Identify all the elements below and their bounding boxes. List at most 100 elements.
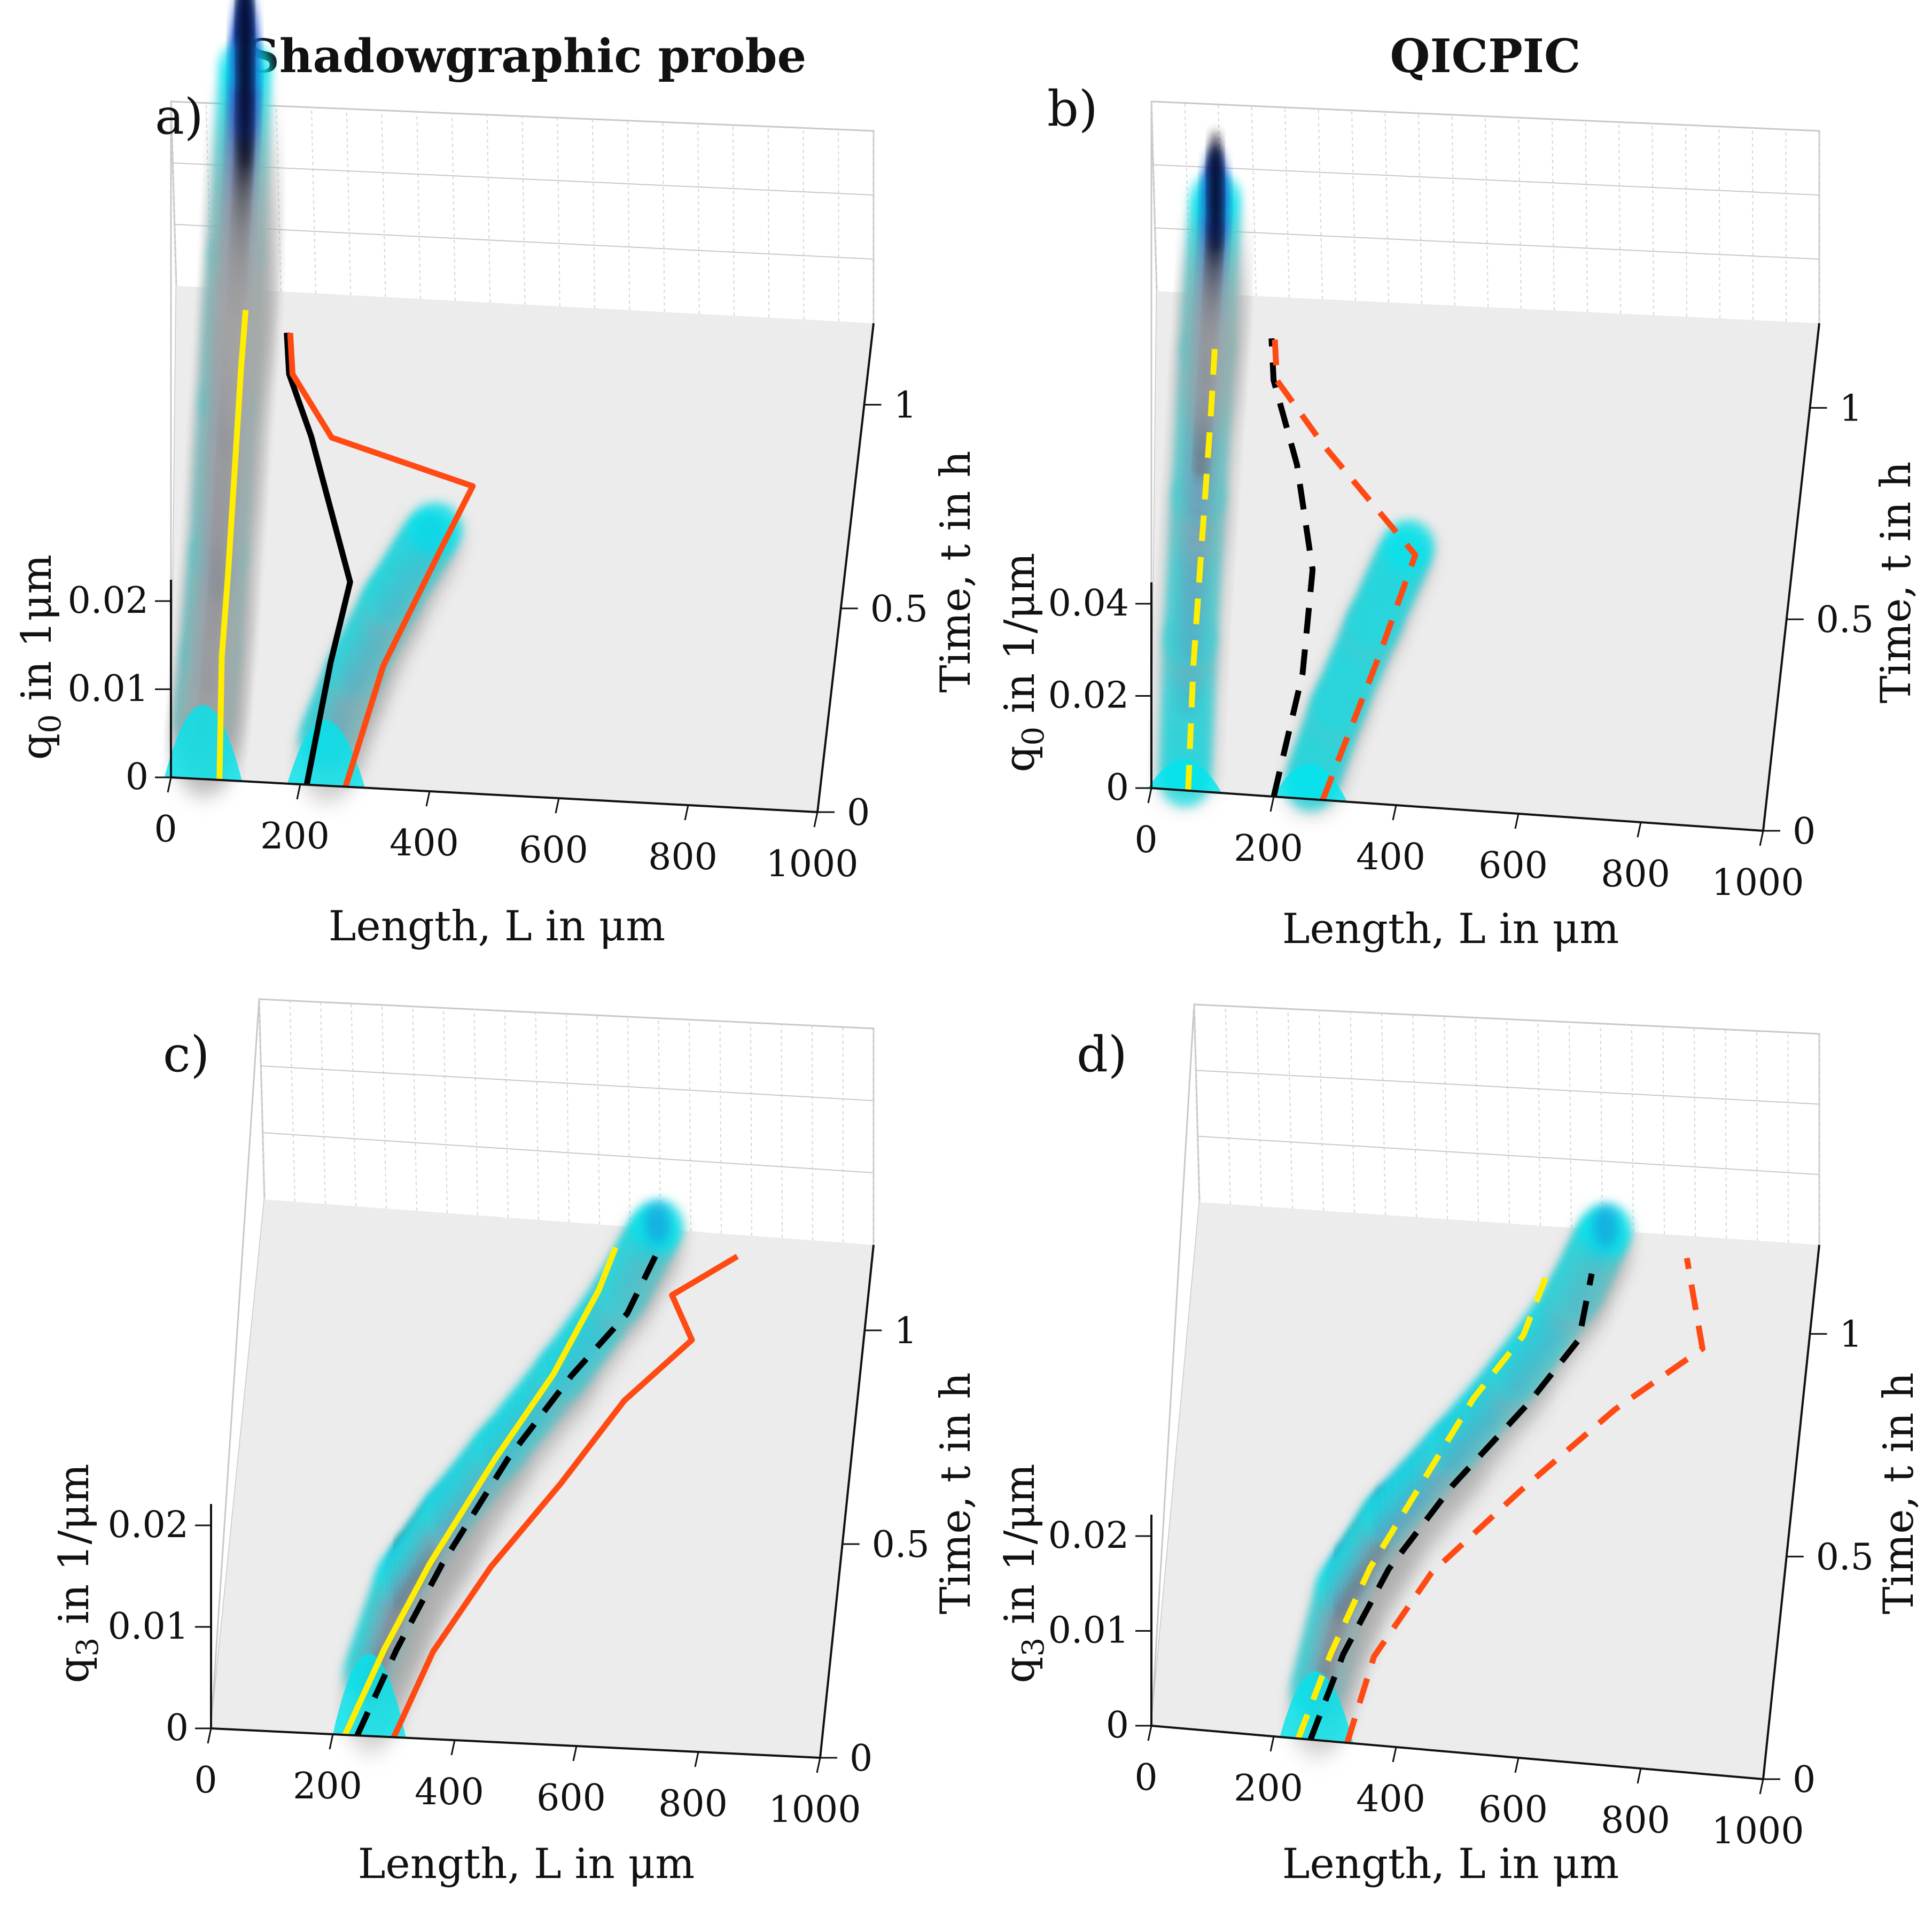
back-grid-line [1506, 1019, 1510, 1224]
back-grid-line [170, 101, 177, 286]
back-grid-line [627, 120, 630, 310]
back-grid-line [842, 1027, 844, 1243]
x-tick [816, 1757, 821, 1773]
x-tick [1637, 1768, 1642, 1784]
x-tick [167, 777, 172, 793]
x-tick [813, 812, 819, 828]
x-tick-label: 200 [1234, 828, 1303, 870]
q-axis-label: q0 in 1μm [13, 555, 68, 760]
x-tick [694, 1751, 699, 1767]
density-ridge [1148, 130, 1244, 812]
x-axis-line [170, 776, 818, 813]
q-axis-label: q3 in 1/μm [996, 1464, 1051, 1684]
back-grid-line [521, 116, 526, 305]
back-grid-line [1153, 164, 1820, 196]
x-axis-label: Length, L in μm [1282, 905, 1619, 953]
back-grid-line [276, 106, 282, 292]
x-tick [684, 805, 689, 821]
back-grid-line [1552, 119, 1555, 311]
back-grid-line [486, 114, 491, 303]
back-grid-line [289, 1000, 295, 1202]
back-grid-line [1787, 1032, 1789, 1243]
series-line-orange [1272, 338, 1419, 801]
q-tick-label: 0.02 [108, 1504, 189, 1546]
series-line-black [354, 1249, 661, 1737]
density-blob [409, 502, 462, 554]
column-title-right: QICPIC [1390, 29, 1581, 83]
back-grid-line [173, 162, 874, 196]
density-core [645, 1201, 671, 1244]
x-tick-label: 800 [1601, 1799, 1670, 1842]
x-tick [296, 784, 301, 800]
density-core [1594, 1204, 1619, 1247]
back-grid-line [838, 129, 839, 322]
shadow-blob [1188, 176, 1244, 357]
time-axis-label: Time, t in h [1875, 1372, 1923, 1614]
x-tick-label: 200 [293, 1765, 362, 1807]
x-tick [207, 1728, 212, 1744]
x-tick-label: 0 [1134, 819, 1157, 861]
x-tick-label: 600 [1478, 1789, 1548, 1831]
back-grid-line [1651, 123, 1654, 316]
series-line-black [1268, 338, 1316, 798]
q-tick-label: 0.01 [108, 1606, 189, 1648]
q-tick-label: 0.01 [68, 668, 149, 710]
back-grid-line [535, 1012, 539, 1220]
back-grid-line [504, 1010, 509, 1218]
back-grid-line [596, 1015, 600, 1225]
axes: 0 200 400 600 800 1000 0 0.5 1 0 0.01 0.02 [108, 1244, 930, 1831]
back-grid-line [1225, 1006, 1231, 1205]
back-grid-line [1194, 1004, 1200, 1203]
x-tick-label: 200 [260, 815, 330, 858]
series-line-orange [287, 332, 476, 788]
x-tick [1269, 1736, 1275, 1752]
back-grid-line [1585, 120, 1588, 313]
time-tick-label: 0 [1793, 1759, 1816, 1801]
back-grid-line [627, 1016, 630, 1227]
time-axis-label: Time, t in h [1872, 461, 1920, 703]
x-tick [572, 1745, 578, 1762]
surface-plane [171, 286, 874, 812]
x-tick-label: 800 [658, 1783, 728, 1825]
back-grid-line [261, 1065, 874, 1101]
q-tick-label: 0.01 [1048, 1610, 1129, 1652]
back-grid-line [1694, 1027, 1696, 1237]
back-grid-line [381, 110, 386, 298]
x-tick-label: 1000 [1711, 1810, 1804, 1852]
back-grid-line [1631, 1025, 1634, 1233]
q-tick-label: 0 [126, 756, 149, 798]
x-tick-label: 600 [519, 829, 588, 871]
back-grid-line [205, 103, 212, 288]
q-tick-label: 0 [166, 1707, 189, 1749]
series-line-yellow [216, 309, 249, 780]
x-tick [555, 798, 560, 814]
back-grid-line [1752, 128, 1754, 321]
x-tick-label: 400 [1356, 1778, 1425, 1820]
time-tick-label: 1 [894, 1310, 917, 1352]
back-grid-line [566, 1014, 570, 1222]
time-tick-label: 0 [847, 792, 870, 834]
back-grid-line [346, 108, 352, 295]
back-grid-line [416, 112, 421, 299]
back-grid-line [1569, 1022, 1572, 1228]
x-tick [329, 1734, 334, 1750]
series-line-yellow [1295, 1269, 1552, 1740]
density-peak [1209, 130, 1223, 254]
back-grid-line [311, 107, 316, 294]
back-grid-line [689, 1019, 691, 1232]
q-tick-label: 0 [1106, 767, 1129, 809]
x-axis-label: Length, L in μm [1282, 1840, 1619, 1888]
back-grid-line [1251, 106, 1257, 297]
back-grid-line [1256, 1007, 1262, 1207]
back-grid-line [733, 124, 735, 316]
back-grid-line [1384, 112, 1389, 303]
x-axis-label: Length, L in μm [329, 902, 666, 950]
back-grid-line [451, 113, 456, 301]
back-grid-line [1475, 1017, 1479, 1222]
back-walls [1150, 100, 1820, 789]
x-tick-label: 800 [1601, 853, 1670, 895]
x-tick-label: 0 [154, 808, 177, 851]
surface-plane [211, 1199, 874, 1758]
panel-letter: d) [1077, 1026, 1127, 1083]
